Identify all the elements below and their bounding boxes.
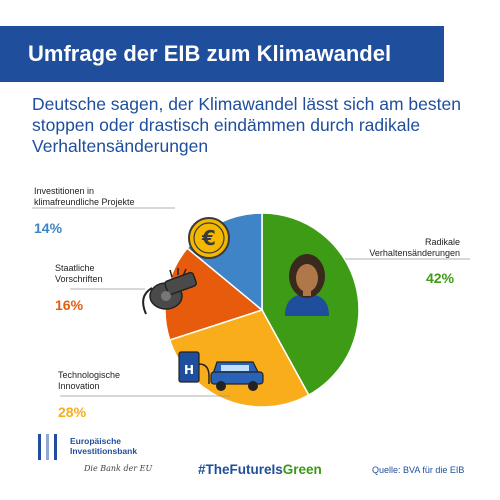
label-staat-line2: Vorschriften: [55, 274, 103, 284]
chart-subtitle: Deutsche sagen, der Klimawandel lässt si…: [32, 94, 461, 156]
hashtag-part2: Green: [282, 462, 322, 477]
euro-coin-icon: €: [188, 217, 230, 259]
slice-tech: [168, 309, 310, 408]
person-icon: [285, 254, 329, 316]
label-tech: Technologische Innovation: [58, 370, 120, 392]
logo-bar-2: [46, 434, 49, 460]
eib-logo: Europäische Investitionsbank Die Bank de…: [38, 432, 158, 482]
label-invest-line1: Investitionen in: [34, 186, 95, 196]
label-radikal-line2: Verhaltensänderungen: [369, 248, 460, 258]
label-tech-line2: Innovation: [58, 381, 100, 391]
label-radikal: Radikale Verhaltensänderungen: [369, 237, 460, 259]
logo-bar-3: [54, 434, 57, 460]
label-staat: Staatliche Vorschriften: [55, 263, 103, 285]
logo-bar-1: [38, 434, 41, 460]
label-invest: Investitionen in klimafreundliche Projek…: [34, 186, 135, 208]
pct-tech: 28%: [58, 404, 87, 420]
logo-line2: Investitionsbank: [70, 446, 138, 456]
page-title: Umfrage der EIB zum Klimawandel: [28, 41, 392, 66]
logo-tagline: Die Bank der EU: [84, 464, 153, 473]
logo-line1: Europäische: [70, 436, 122, 446]
label-tech-line1: Technologische: [58, 370, 121, 380]
car-charging-icon: H: [178, 351, 264, 391]
label-invest-line2: klimafreundliche Projekte: [34, 197, 135, 207]
pct-radikal: 42%: [426, 270, 455, 286]
pct-staat: 16%: [55, 297, 84, 313]
source-note: Quelle: BVA für die EIB: [372, 465, 465, 475]
svg-text:H: H: [184, 363, 194, 377]
hashtag: #TheFutureIsGreen: [198, 462, 322, 477]
label-staat-line1: Staatliche: [55, 263, 95, 273]
whistle-icon: [142, 268, 198, 315]
hashtag-part1: #TheFutureIs: [198, 462, 283, 477]
label-radikal-line1: Radikale: [424, 237, 460, 247]
pct-invest: 14%: [34, 220, 63, 236]
header-bar: Umfrage der EIB zum Klimawandel: [0, 26, 444, 82]
svg-text:€: €: [201, 226, 216, 250]
logo-name: Europäische Investitionsbank: [70, 436, 170, 456]
